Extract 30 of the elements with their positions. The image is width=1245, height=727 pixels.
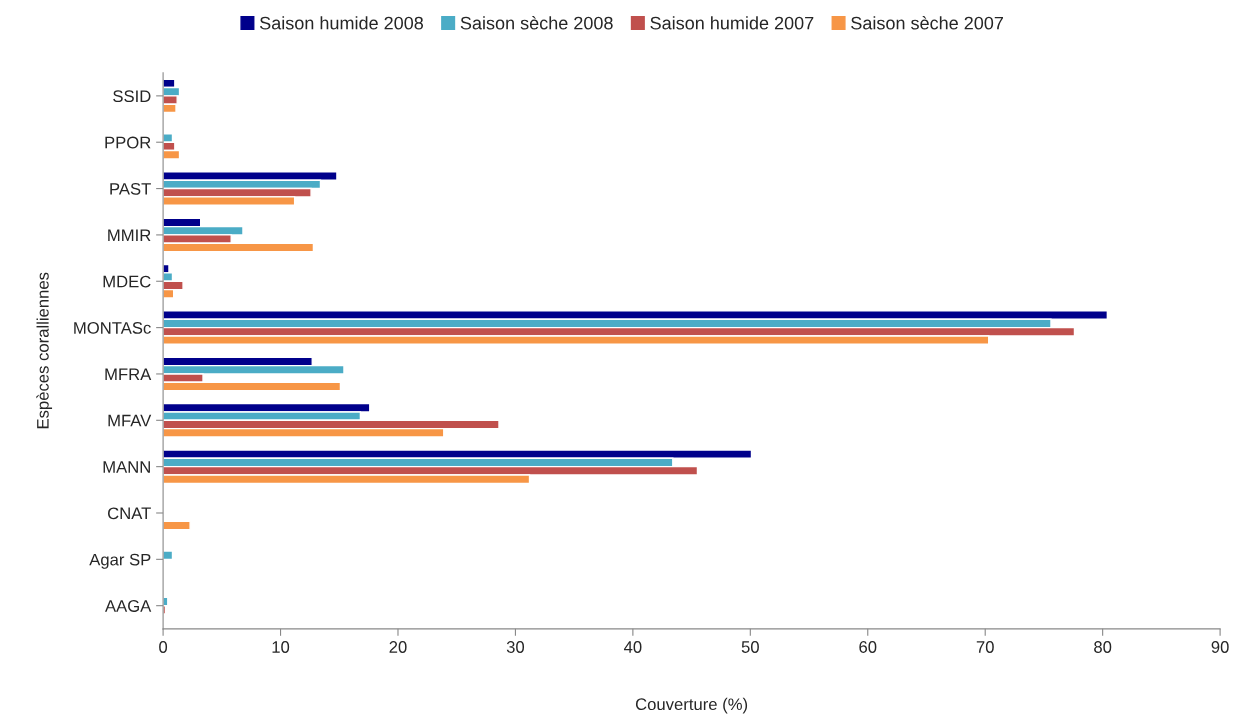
x-tick-label: 70 [976,641,994,653]
y-tick-label: MONTASc [74,322,151,334]
y-tick-label: MFAV [108,414,152,427]
y-tick-label: MDEC [103,275,151,288]
y-tick-label: AAGA [105,600,152,612]
x-tick-label: 0 [159,641,168,653]
y-tick-label: MANN [103,461,150,473]
legend-label: Saison sèche 2008 [460,16,613,30]
legend-label: Saison sèche 2007 [851,16,1003,30]
x-axis-title: Couverture (%) [635,697,748,714]
x-tick-label: 50 [741,641,759,653]
legend-label: Saison humide 2008 [259,16,424,30]
x-tick-label: 90 [1211,641,1229,653]
x-tick-label: 40 [623,641,642,653]
x-tick-label: 60 [859,641,877,653]
y-tick-label: PPOR [105,136,151,149]
y-tick-label: CNAT [108,507,151,520]
bar [163,550,174,561]
y-tick-label: Agar SP [89,553,151,569]
legend-label: Saison humide 2007 [650,16,814,30]
x-tick-label: 10 [272,641,290,653]
y-tick-label: SSID [113,90,151,103]
y-tick-label: MMIR [108,229,151,241]
x-tick-label: 30 [506,641,525,653]
y-tick-label: MFRA [105,368,152,380]
x-tick-label: 80 [1094,641,1112,653]
bar [163,520,191,531]
x-tick-label: 20 [389,641,407,653]
y-tick-label: PAST [110,182,151,195]
y-axis-title: Espèces coralliennes [36,272,53,429]
